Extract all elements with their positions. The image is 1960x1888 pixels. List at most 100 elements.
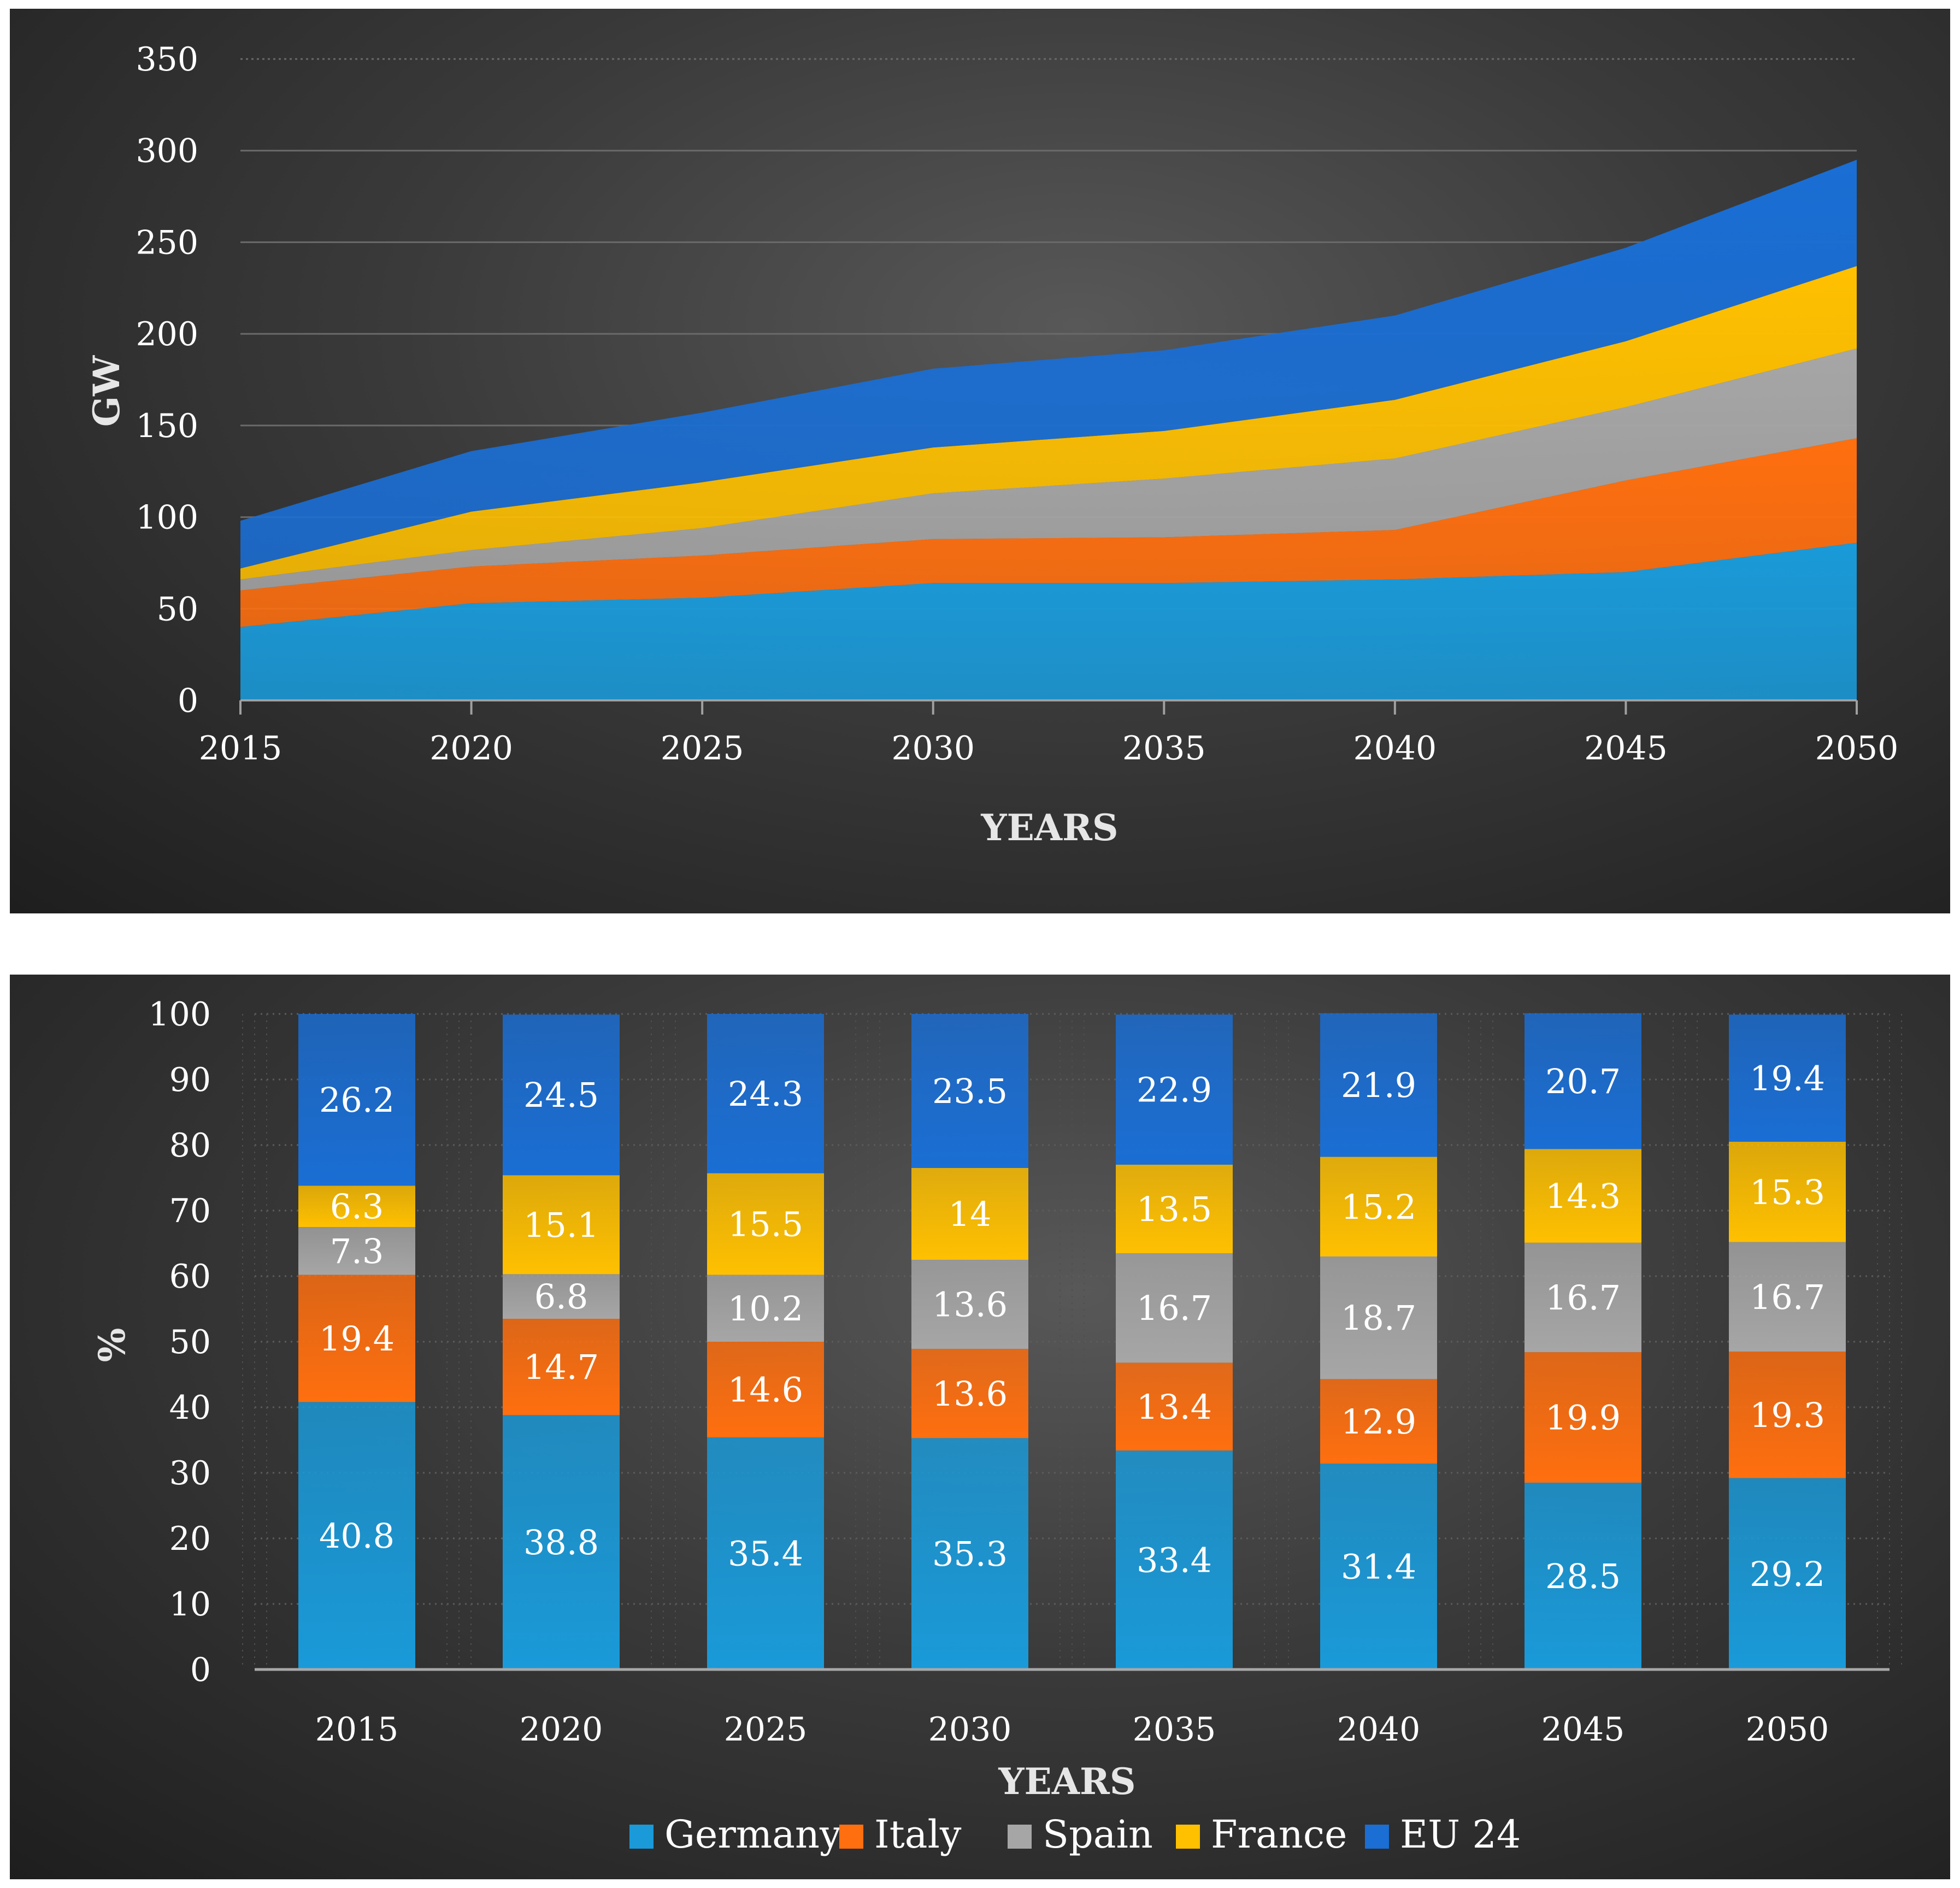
x-tick-label: 2015 xyxy=(199,729,282,768)
x-tick-label: 2045 xyxy=(1584,729,1668,768)
data-label: 26.2 xyxy=(319,1080,395,1120)
bar-segment-france xyxy=(1116,1165,1233,1253)
bar-segment-italy xyxy=(707,1342,824,1438)
x-tick-label: 2040 xyxy=(1337,1710,1421,1749)
x-tick-label: 2035 xyxy=(1133,1710,1216,1749)
data-label: 19.4 xyxy=(1750,1059,1825,1099)
y-tick-label: 0 xyxy=(190,1651,211,1689)
area-spain xyxy=(240,349,1857,591)
bar-segment-eu-24 xyxy=(1116,1014,1233,1165)
data-label: 22.9 xyxy=(1137,1070,1212,1110)
legend-swatch-spain xyxy=(1008,1825,1032,1849)
data-label: 18.7 xyxy=(1341,1298,1416,1338)
data-label: 20.7 xyxy=(1545,1061,1621,1101)
x-tick-label: 2025 xyxy=(661,729,744,768)
bar-segment-italy xyxy=(503,1319,620,1415)
data-label: 16.7 xyxy=(1545,1278,1621,1318)
x-tick-label: 2020 xyxy=(520,1710,603,1749)
legend-label: Germany xyxy=(664,1812,841,1857)
bar-segment-france xyxy=(707,1173,824,1275)
data-label: 29.2 xyxy=(1750,1554,1825,1594)
bar-segment-germany xyxy=(911,1438,1028,1669)
x-tick-label: 2045 xyxy=(1541,1710,1625,1749)
data-label: 14.6 xyxy=(728,1370,803,1410)
y-tick-label: 80 xyxy=(169,1126,211,1165)
y-axis-title: GW xyxy=(85,355,128,427)
x-tick-label: 2035 xyxy=(1122,729,1206,768)
legend-label: Spain xyxy=(1043,1812,1153,1857)
data-label: 15.3 xyxy=(1750,1172,1825,1212)
legend-swatch-france xyxy=(1176,1825,1200,1849)
bar-segment-germany xyxy=(1320,1464,1437,1669)
y-axis-title: % xyxy=(91,1328,133,1362)
legend-label: Italy xyxy=(874,1812,962,1857)
data-label: 15.1 xyxy=(523,1205,599,1245)
data-label: 28.5 xyxy=(1545,1556,1621,1596)
bar-segment-germany xyxy=(1525,1483,1641,1669)
bar-segment-italy xyxy=(1525,1352,1641,1483)
bar-segment-eu-24 xyxy=(911,1014,1028,1168)
y-tick-label: 20 xyxy=(169,1520,211,1558)
y-tick-label: 70 xyxy=(169,1192,211,1230)
legend-label: EU 24 xyxy=(1400,1812,1521,1857)
data-label: 13.4 xyxy=(1137,1387,1212,1427)
area-eu-24 xyxy=(240,160,1857,569)
bar-segment-germany xyxy=(1116,1450,1233,1669)
data-label: 40.8 xyxy=(319,1516,395,1556)
data-label: 14 xyxy=(949,1194,992,1234)
y-tick-label: 100 xyxy=(136,499,198,537)
data-label: 38.8 xyxy=(523,1523,599,1562)
bar-segment-france xyxy=(911,1168,1028,1260)
bar-segment-france xyxy=(298,1185,415,1227)
bar-segment-germany xyxy=(298,1402,415,1669)
area-germany xyxy=(240,542,1857,700)
legend-swatch-eu-24 xyxy=(1365,1825,1389,1849)
bar-segment-spain xyxy=(298,1227,415,1275)
legend-swatch-germany xyxy=(629,1825,654,1849)
x-axis-title: YEARS xyxy=(998,1760,1135,1803)
data-label: 7.3 xyxy=(330,1231,384,1271)
data-label: 16.7 xyxy=(1750,1277,1825,1317)
data-label: 19.3 xyxy=(1750,1395,1825,1435)
area-chart-panel: 0 50 100 150 200 250 300 350 2015 2020 2025 2030 203… xyxy=(10,9,1950,913)
bar-segment-spain xyxy=(1320,1256,1437,1379)
data-label: 6.8 xyxy=(534,1277,588,1317)
y-tick-label: 100 xyxy=(148,995,211,1034)
bar-segment-spain xyxy=(911,1260,1028,1349)
bar-segment-eu-24 xyxy=(707,1014,824,1173)
data-label: 33.4 xyxy=(1137,1541,1212,1580)
y-tick-label: 50 xyxy=(169,1323,211,1361)
bar-segment-spain xyxy=(707,1275,824,1342)
y-tick-label: 350 xyxy=(136,40,198,79)
bar-segment-italy xyxy=(1729,1352,1846,1478)
bar-segment-germany xyxy=(1729,1478,1846,1669)
bar-segment-spain xyxy=(1729,1242,1846,1352)
y-tick-label: 30 xyxy=(169,1454,211,1492)
legend: Germany Italy Spain France EU 24 xyxy=(629,1812,1521,1857)
bar-segment-italy xyxy=(298,1275,415,1402)
data-label: 19.4 xyxy=(319,1319,395,1359)
bar-segment-italy xyxy=(911,1349,1028,1438)
data-label: 24.3 xyxy=(728,1074,803,1114)
data-label: 14.3 xyxy=(1545,1176,1621,1216)
data-label: 16.7 xyxy=(1137,1288,1212,1328)
y-tick-label: 50 xyxy=(157,590,198,628)
x-tick-label: 2025 xyxy=(724,1710,808,1749)
y-tick-label: 40 xyxy=(169,1389,211,1427)
bar-segment-eu-24 xyxy=(1525,1013,1641,1149)
data-label: 31.4 xyxy=(1341,1547,1416,1587)
stacked-bar-chart: 40.8 19.4 7.3 6.3 26.2 38.8 14.7 6.8 15.1 24.5 35.… xyxy=(91,995,1902,1857)
x-tick-label: 2030 xyxy=(891,729,975,768)
bar-segment-germany xyxy=(503,1415,620,1669)
data-label: 15.2 xyxy=(1341,1187,1416,1227)
y-tick-label: 90 xyxy=(169,1061,211,1099)
data-label: 13.6 xyxy=(932,1374,1008,1414)
bar-segment-germany xyxy=(707,1437,824,1669)
bar-segment-france xyxy=(503,1175,620,1275)
bar-segment-france xyxy=(1525,1149,1641,1243)
bar-segment-eu-24 xyxy=(1729,1014,1846,1142)
data-label: 13.5 xyxy=(1137,1189,1212,1229)
bar-segment-italy xyxy=(1320,1379,1437,1464)
stacked-area-chart: 0 50 100 150 200 250 300 350 2015 2020 2025 2030 203… xyxy=(85,40,1898,849)
area-italy xyxy=(240,438,1857,627)
